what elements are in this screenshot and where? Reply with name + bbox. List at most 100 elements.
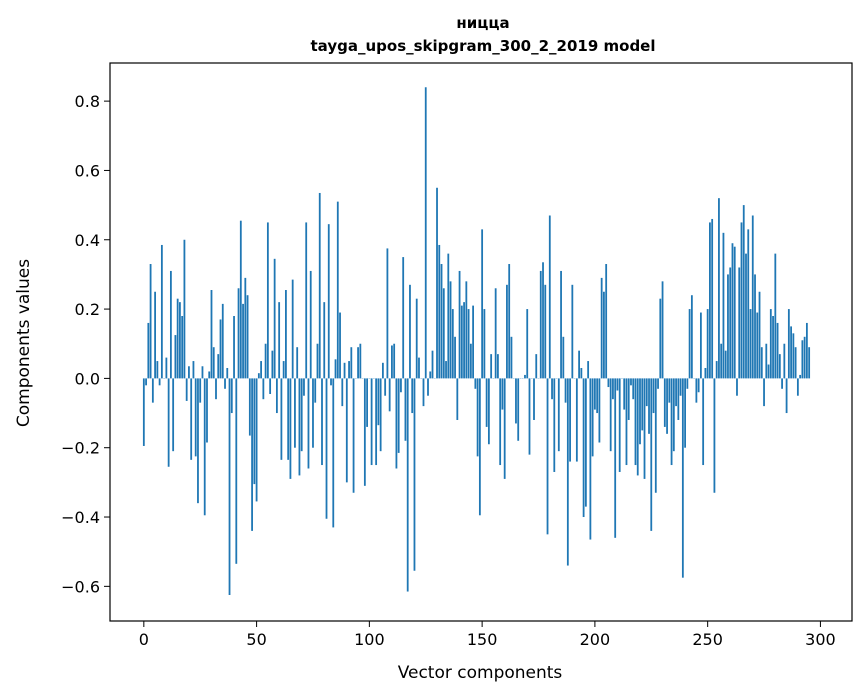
- bar-80: [323, 302, 326, 379]
- x-tick-label: 300: [805, 630, 836, 649]
- bar-38: [228, 378, 231, 595]
- bar-70: [300, 378, 303, 452]
- bar-147: [474, 378, 477, 389]
- bar-151: [483, 309, 486, 379]
- bar-6: [156, 361, 159, 379]
- bar-197: [587, 361, 590, 379]
- y-tick-label: 0.0: [75, 369, 100, 388]
- bar-37: [226, 367, 229, 379]
- bar-211: [618, 378, 621, 472]
- bar-169: [524, 374, 526, 379]
- bar-219: [636, 378, 639, 476]
- bar-174: [535, 354, 538, 379]
- bar-279: [772, 316, 774, 379]
- bar-88: [341, 378, 344, 407]
- bar-271: [754, 274, 756, 379]
- bar-89: [343, 362, 346, 379]
- bar-249: [704, 367, 707, 379]
- bar-5: [154, 291, 156, 379]
- bar-92: [350, 347, 353, 379]
- bar-127: [429, 371, 432, 379]
- bar-113: [397, 378, 400, 453]
- bar-52: [260, 361, 262, 379]
- bar-72: [305, 222, 308, 379]
- bar-289: [794, 347, 797, 379]
- bar-96: [359, 343, 362, 379]
- bar-106: [381, 362, 384, 379]
- bar-199: [591, 378, 594, 457]
- y-tick-label: −0.6: [61, 577, 100, 596]
- bar-285: [785, 378, 788, 414]
- bar-115: [402, 257, 405, 379]
- bar-15: [176, 298, 179, 379]
- bar-173: [533, 378, 535, 420]
- bar-170: [526, 309, 529, 379]
- bar-232: [666, 378, 668, 434]
- bar-261: [731, 243, 734, 379]
- bar-159: [501, 378, 504, 410]
- x-tick-label: 50: [246, 630, 266, 649]
- bar-154: [490, 354, 493, 379]
- bar-228: [657, 378, 659, 389]
- bar-104: [377, 378, 380, 426]
- bar-61: [280, 378, 283, 460]
- bar-56: [269, 378, 272, 394]
- bar-108: [386, 248, 389, 379]
- y-axis-ticks: −0.6 −0.4 −0.2 0.0 0.2 0.4 0.6 0.8: [61, 92, 110, 596]
- bar-292: [801, 340, 804, 379]
- bar-265: [740, 222, 743, 379]
- bar-11: [167, 378, 170, 467]
- bar-65: [289, 378, 292, 479]
- bar-43: [239, 220, 242, 379]
- bar-235: [672, 378, 675, 452]
- bar-286: [787, 309, 790, 379]
- bar-290: [796, 378, 799, 396]
- bar-23: [194, 378, 197, 457]
- x-axis-label: Vector components: [398, 663, 563, 683]
- bar-66: [291, 279, 294, 379]
- bar-27: [203, 378, 206, 516]
- bar-196: [584, 378, 587, 507]
- bar-217: [632, 378, 635, 400]
- bar-156: [494, 288, 497, 379]
- bar-240: [684, 378, 686, 448]
- bar-153: [487, 378, 490, 445]
- bar-258: [724, 350, 727, 379]
- bar-262: [733, 246, 736, 379]
- bar-256: [720, 343, 723, 379]
- bar-222: [643, 378, 646, 479]
- bar-22: [192, 361, 195, 379]
- bar-30: [210, 290, 213, 379]
- bar-192: [575, 378, 578, 462]
- bar-225: [650, 378, 653, 531]
- bar-266: [742, 205, 745, 379]
- bar-55: [266, 222, 269, 379]
- bar-79: [321, 378, 323, 466]
- bar-99: [366, 378, 368, 427]
- bar-84: [332, 378, 335, 528]
- chart-title: ницца: [456, 14, 509, 32]
- bar-171: [528, 378, 531, 455]
- bar-125: [424, 87, 427, 379]
- bar-116: [404, 378, 407, 441]
- y-tick-label: 0.6: [75, 161, 100, 180]
- bar-47: [248, 378, 251, 436]
- bar-73: [307, 378, 310, 469]
- bar-145: [469, 343, 472, 379]
- bar-146: [472, 305, 474, 379]
- bar-148: [476, 378, 479, 457]
- bar-255: [718, 198, 720, 379]
- bar-190: [571, 284, 574, 379]
- bar-252: [711, 218, 714, 379]
- bar-295: [808, 347, 811, 379]
- bar-149: [478, 378, 481, 516]
- bar-131: [438, 244, 441, 379]
- bar-45: [244, 277, 247, 379]
- bar-275: [763, 378, 765, 407]
- bar-210: [616, 378, 619, 391]
- x-tick-label: 200: [580, 630, 611, 649]
- bar-291: [799, 374, 802, 379]
- bar-209: [614, 378, 617, 538]
- bar-93: [352, 378, 355, 493]
- bar-54: [264, 343, 267, 379]
